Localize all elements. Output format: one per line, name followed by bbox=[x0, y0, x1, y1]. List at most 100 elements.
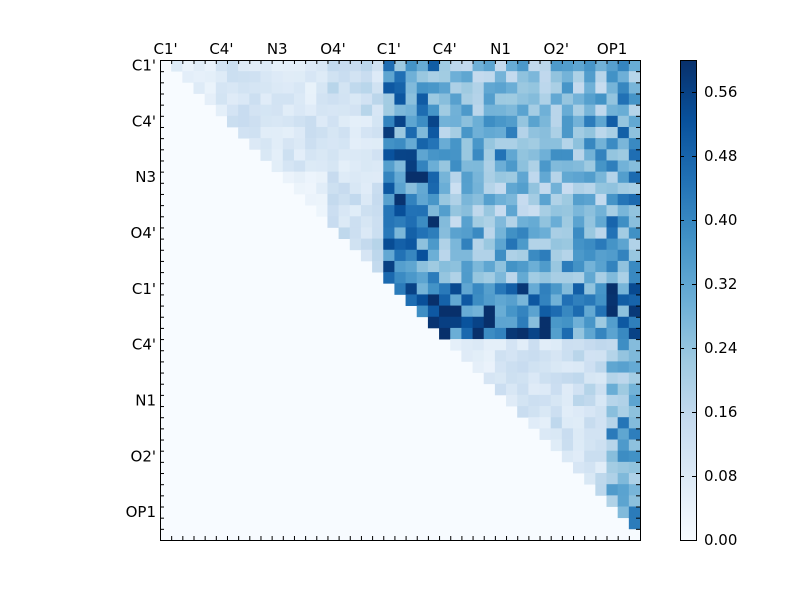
heatmap-cell bbox=[528, 339, 540, 351]
heatmap-cell bbox=[595, 115, 607, 128]
heatmap-cell bbox=[528, 205, 540, 217]
heatmap-cell bbox=[606, 260, 619, 273]
colorbar-tick-label: 0.00 bbox=[704, 531, 737, 549]
heatmap-cell bbox=[595, 238, 607, 251]
heatmap-cell bbox=[628, 227, 641, 239]
heatmap-cell bbox=[561, 305, 574, 318]
heatmap-cell bbox=[550, 417, 563, 429]
heatmap-cell bbox=[561, 406, 574, 418]
heatmap-cell bbox=[628, 71, 641, 83]
heatmap-cell bbox=[472, 316, 485, 329]
heatmap-cell bbox=[550, 249, 563, 262]
heatmap-cell bbox=[416, 104, 429, 117]
heatmap-cell bbox=[427, 272, 440, 284]
heatmap-cell bbox=[394, 126, 406, 139]
heatmap-cell bbox=[584, 115, 596, 128]
heatmap-cell bbox=[584, 327, 596, 340]
heatmap-cell bbox=[416, 82, 429, 94]
heatmap-cell bbox=[617, 138, 630, 150]
heatmap-cell bbox=[271, 93, 284, 106]
heatmap-cell bbox=[528, 238, 540, 251]
heatmap-cell bbox=[282, 71, 295, 83]
heatmap-cell bbox=[483, 71, 496, 83]
heatmap-cell bbox=[517, 350, 529, 362]
heatmap-cell bbox=[305, 104, 317, 117]
heatmap-cell bbox=[595, 383, 607, 396]
heatmap-cell bbox=[472, 182, 485, 195]
y-tick-label: O2' bbox=[131, 447, 156, 465]
heatmap-cell bbox=[461, 126, 473, 139]
heatmap-cell bbox=[461, 339, 473, 351]
heatmap-cell bbox=[483, 193, 496, 206]
heatmap-cell bbox=[606, 171, 619, 184]
heatmap-cell bbox=[573, 249, 585, 262]
heatmap-cell bbox=[561, 394, 574, 407]
heatmap-cell bbox=[584, 394, 596, 407]
heatmap-cell bbox=[628, 126, 641, 139]
heatmap-cell bbox=[517, 160, 529, 173]
heatmap-cell bbox=[561, 93, 574, 106]
heatmap-cell bbox=[506, 138, 518, 150]
x-tick-label: C4' bbox=[209, 40, 233, 58]
heatmap-cell bbox=[506, 216, 518, 228]
heatmap-cell bbox=[573, 227, 585, 239]
heatmap-cell bbox=[349, 193, 362, 206]
heatmap-cell bbox=[372, 216, 384, 228]
heatmap-cell bbox=[483, 294, 496, 306]
heatmap-cell bbox=[617, 316, 630, 329]
heatmap-cell bbox=[472, 126, 485, 139]
heatmap-cell bbox=[305, 149, 317, 161]
heatmap-cell bbox=[360, 160, 373, 173]
heatmap-cell bbox=[595, 205, 607, 217]
heatmap-cell bbox=[483, 283, 496, 295]
heatmap-cell bbox=[595, 138, 607, 150]
heatmap-cell bbox=[327, 160, 339, 173]
heatmap-cell bbox=[204, 71, 217, 83]
heatmap-cell bbox=[427, 138, 440, 150]
heatmap-cell bbox=[338, 138, 351, 150]
heatmap-cell bbox=[528, 361, 540, 373]
heatmap-cell bbox=[573, 372, 585, 385]
heatmap-cell bbox=[427, 238, 440, 251]
heatmap-cell bbox=[584, 104, 596, 117]
heatmap-cell bbox=[528, 182, 540, 195]
heatmap-cell bbox=[271, 138, 284, 150]
heatmap-cell bbox=[528, 327, 540, 340]
heatmap-cell bbox=[550, 238, 563, 251]
heatmap-cell bbox=[394, 93, 406, 106]
heatmap-cell bbox=[316, 60, 328, 72]
heatmap-cell bbox=[372, 71, 384, 83]
heatmap-cell bbox=[628, 439, 641, 452]
heatmap-cell bbox=[249, 71, 261, 83]
heatmap-cell bbox=[450, 327, 462, 340]
heatmap-cell bbox=[215, 60, 228, 72]
heatmap-cell bbox=[405, 294, 418, 306]
heatmap-cell bbox=[595, 461, 607, 474]
heatmap-cell bbox=[193, 60, 206, 72]
heatmap-cell bbox=[372, 171, 384, 184]
heatmap-cell bbox=[617, 193, 630, 206]
heatmap-cell bbox=[506, 193, 518, 206]
heatmap-cell bbox=[327, 182, 339, 195]
heatmap-cell bbox=[584, 450, 596, 463]
heatmap-cell bbox=[360, 238, 373, 251]
heatmap-cell bbox=[606, 283, 619, 295]
heatmap-cell bbox=[539, 205, 552, 217]
heatmap-cell bbox=[316, 71, 328, 83]
heatmap-cell bbox=[628, 294, 641, 306]
heatmap-cell bbox=[483, 171, 496, 184]
heatmap-cell bbox=[461, 238, 473, 251]
y-tick-label: C4' bbox=[132, 112, 156, 130]
heatmap-cell bbox=[584, 227, 596, 239]
heatmap-cell bbox=[372, 182, 384, 195]
heatmap-cell bbox=[517, 361, 529, 373]
heatmap-cell bbox=[550, 394, 563, 407]
heatmap-cell bbox=[383, 227, 395, 239]
heatmap-cell bbox=[517, 104, 529, 117]
heatmap-cell bbox=[506, 361, 518, 373]
heatmap-cell bbox=[483, 227, 496, 239]
heatmap-cell bbox=[450, 249, 462, 262]
heatmap-cell bbox=[617, 350, 630, 362]
heatmap-cell bbox=[628, 193, 641, 206]
heatmap-cell bbox=[517, 138, 529, 150]
